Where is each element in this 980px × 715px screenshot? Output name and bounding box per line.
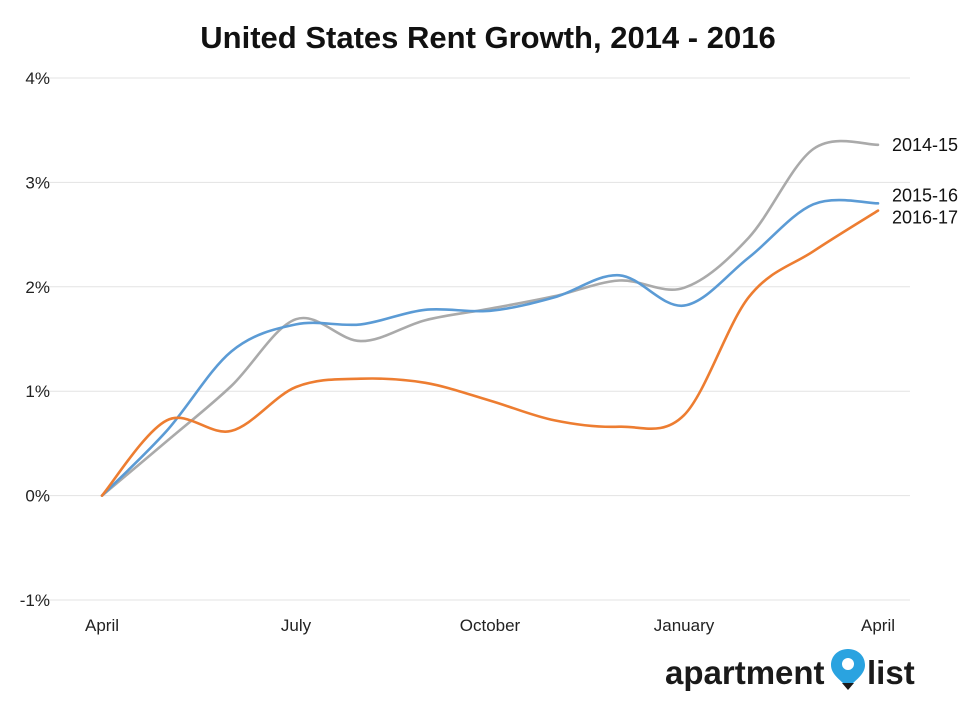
x-tick-label: April bbox=[861, 616, 895, 635]
y-tick-label: 0% bbox=[25, 487, 50, 506]
y-tick-label: 1% bbox=[25, 382, 50, 401]
series-line-2016-17 bbox=[100, 209, 880, 497]
series-label-2016-17: 2016-17 bbox=[892, 208, 958, 228]
series-label-2014-15: 2014-15 bbox=[892, 135, 958, 155]
series-label-2015-16: 2015-16 bbox=[892, 185, 958, 205]
series-labels: 2014-15 2015-16 2016-17 bbox=[892, 135, 958, 228]
apartment-list-logo: apartment list bbox=[665, 649, 915, 691]
map-pin-icon bbox=[831, 649, 865, 690]
x-tick-label: July bbox=[281, 616, 312, 635]
logo-text-apartment: apartment bbox=[665, 654, 825, 691]
gridlines bbox=[40, 77, 910, 601]
y-tick-label: 3% bbox=[25, 173, 50, 192]
series-line-2014-15 bbox=[100, 139, 880, 497]
series-line-2015-16 bbox=[100, 198, 880, 497]
y-tick-label: 2% bbox=[25, 278, 50, 297]
x-tick-label: October bbox=[460, 616, 521, 635]
x-axis-ticks: April July October January April bbox=[85, 616, 895, 635]
chart-title: United States Rent Growth, 2014 - 2016 bbox=[200, 20, 775, 55]
x-tick-label: April bbox=[85, 616, 119, 635]
x-tick-label: January bbox=[654, 616, 715, 635]
y-axis-ticks: -1% 0% 1% 2% 3% 4% bbox=[20, 69, 50, 610]
logo-text-list: list bbox=[867, 654, 915, 691]
y-tick-label: -1% bbox=[20, 591, 50, 610]
series-lines bbox=[100, 139, 880, 497]
y-tick-label: 4% bbox=[25, 69, 50, 88]
